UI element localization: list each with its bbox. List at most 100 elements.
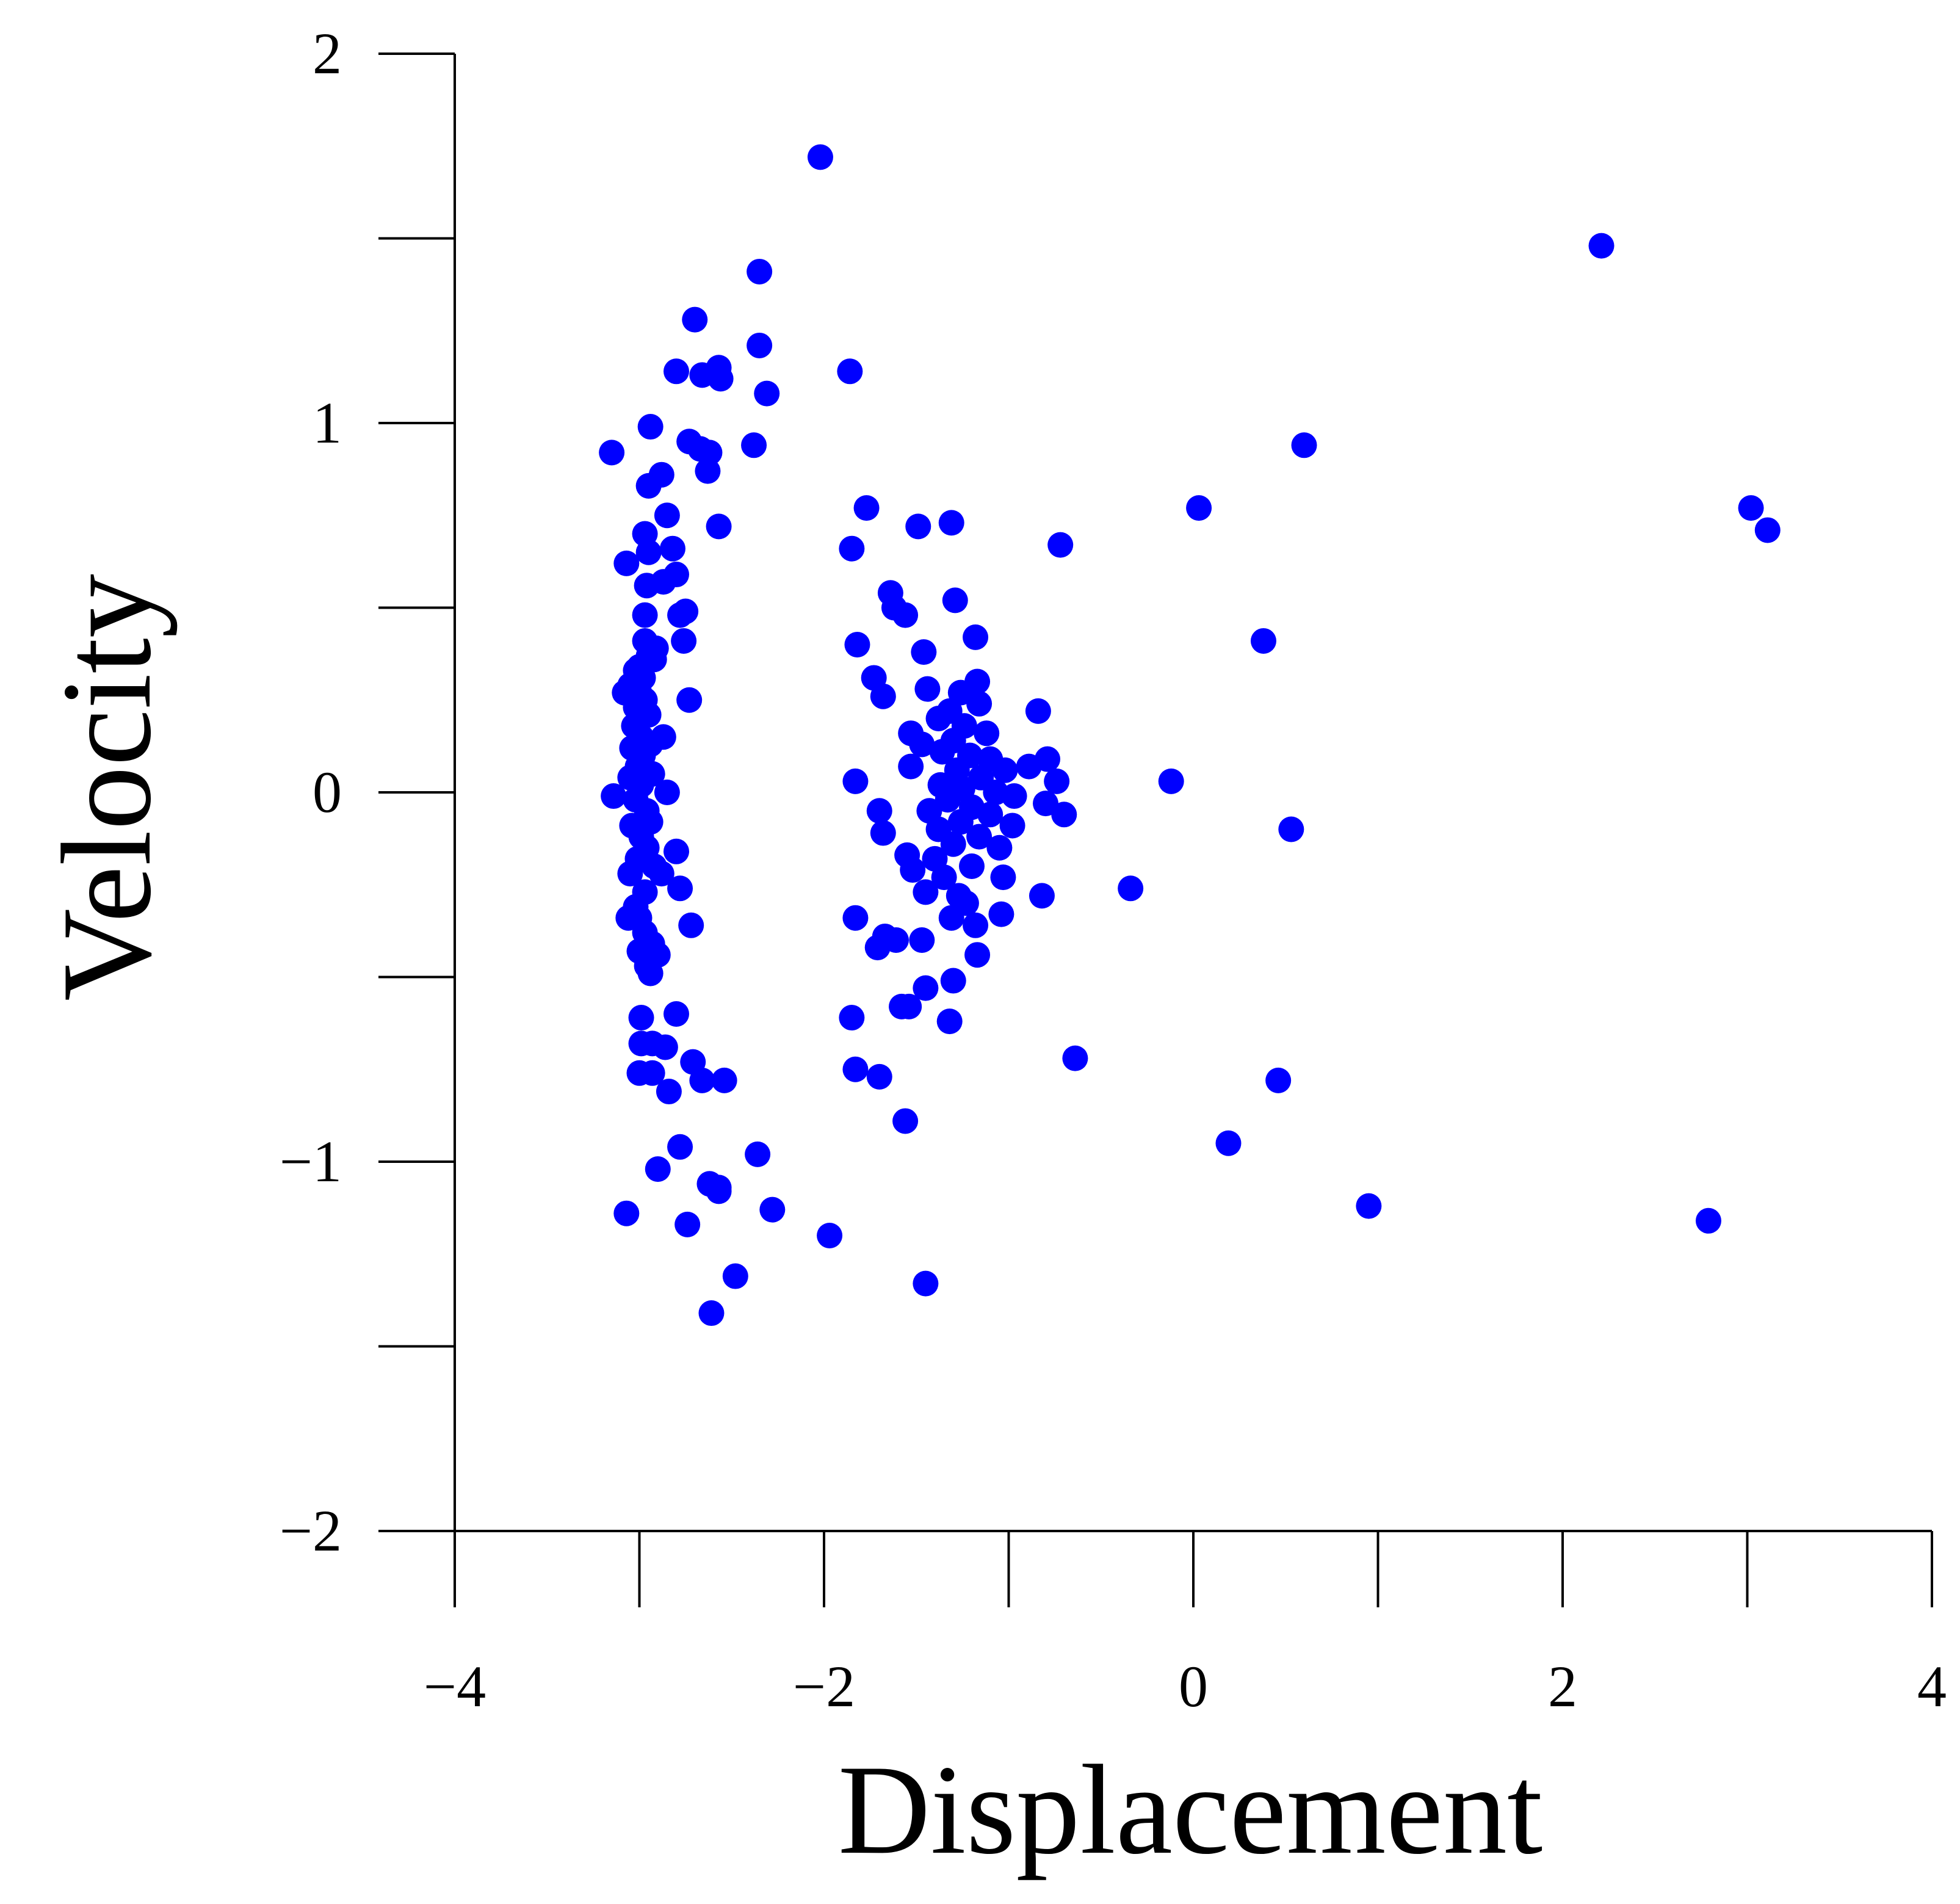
y-axis-title: Velocity [36, 574, 178, 1001]
data-point [947, 809, 974, 835]
data-point [1047, 532, 1074, 558]
data-point [654, 502, 680, 529]
x-ticks: −4 −2 0 2 4 [424, 1531, 1947, 1719]
data-point [1250, 628, 1276, 654]
data-point [1118, 875, 1144, 902]
data-point [1265, 1067, 1292, 1093]
data-point [977, 802, 1004, 828]
x-tick-label: 2 [1548, 1654, 1577, 1719]
data-point [938, 905, 964, 931]
x-tick-label: −2 [793, 1654, 855, 1719]
data-point [664, 838, 689, 864]
data-point [635, 472, 662, 499]
data-point [837, 358, 863, 385]
y-tick-label: 2 [313, 21, 342, 86]
data-point [942, 587, 968, 614]
data-point [966, 690, 993, 717]
data-point [986, 834, 1013, 861]
y-tick-label: −1 [280, 1129, 342, 1194]
y-tick-label: −2 [280, 1498, 342, 1563]
data-point [599, 440, 625, 466]
data-points [599, 144, 1781, 1327]
data-point [1035, 746, 1061, 772]
data-point [664, 1001, 689, 1027]
data-point [656, 1079, 682, 1105]
data-point [870, 820, 896, 846]
data-point [652, 1034, 678, 1060]
data-point [617, 861, 643, 887]
data-point [842, 905, 869, 931]
data-point [909, 927, 935, 953]
data-point [667, 1134, 693, 1160]
data-point [747, 332, 773, 358]
data-point [892, 1108, 919, 1134]
data-point [842, 768, 869, 794]
data-point [990, 864, 1016, 891]
data-point [706, 1178, 732, 1204]
data-point [654, 780, 680, 805]
data-point [842, 1056, 869, 1082]
data-point [864, 935, 891, 961]
data-point [1215, 1130, 1242, 1156]
data-point [913, 975, 939, 1001]
data-point [613, 1200, 640, 1226]
data-point [964, 942, 991, 968]
data-point [650, 569, 676, 595]
data-point [1029, 883, 1055, 909]
data-point [635, 539, 662, 565]
data-point [659, 535, 685, 562]
data-point [963, 912, 989, 938]
data-point [905, 513, 931, 540]
data-point [807, 144, 833, 170]
data-point [1695, 1207, 1721, 1234]
data-point [966, 823, 993, 850]
data-point [1356, 1193, 1382, 1219]
data-point [722, 1263, 748, 1289]
data-point [913, 1270, 939, 1297]
data-point [689, 1067, 715, 1093]
x-tick-label: 0 [1179, 1654, 1208, 1719]
data-point [931, 864, 957, 891]
data-point [601, 783, 627, 809]
data-point [1738, 495, 1764, 521]
data-point [637, 414, 664, 440]
data-point [974, 720, 1000, 747]
data-point [648, 861, 674, 887]
data-point [1033, 791, 1058, 817]
data-point [1186, 495, 1212, 521]
data-point [947, 679, 974, 706]
data-point [900, 857, 926, 883]
data-point [754, 380, 780, 407]
data-point [940, 831, 966, 857]
data-point [959, 853, 985, 879]
data-point [1001, 783, 1027, 809]
x-axis-title: Displacement [838, 1739, 1543, 1881]
data-point [913, 879, 939, 905]
y-tick-label: 0 [313, 759, 342, 825]
data-point [896, 993, 922, 1019]
data-point [839, 535, 865, 562]
data-point [914, 676, 941, 702]
data-point [1291, 432, 1317, 458]
y-tick-label: 1 [313, 390, 342, 455]
data-point [1588, 233, 1615, 259]
data-point [938, 510, 964, 536]
data-point [844, 632, 870, 657]
data-point [1044, 768, 1070, 794]
data-point [645, 1156, 671, 1182]
x-tick-label: 4 [1917, 1654, 1947, 1719]
data-point [929, 739, 955, 765]
data-point [1025, 698, 1051, 724]
data-point [741, 432, 767, 458]
data-point [870, 683, 896, 709]
data-point [992, 757, 1018, 783]
data-point [650, 724, 676, 750]
data-point [632, 602, 658, 628]
data-point [676, 687, 703, 713]
data-point [667, 602, 693, 628]
data-point [759, 1196, 786, 1223]
data-point [963, 624, 989, 650]
data-point [1062, 1045, 1088, 1071]
data-point [641, 646, 667, 673]
